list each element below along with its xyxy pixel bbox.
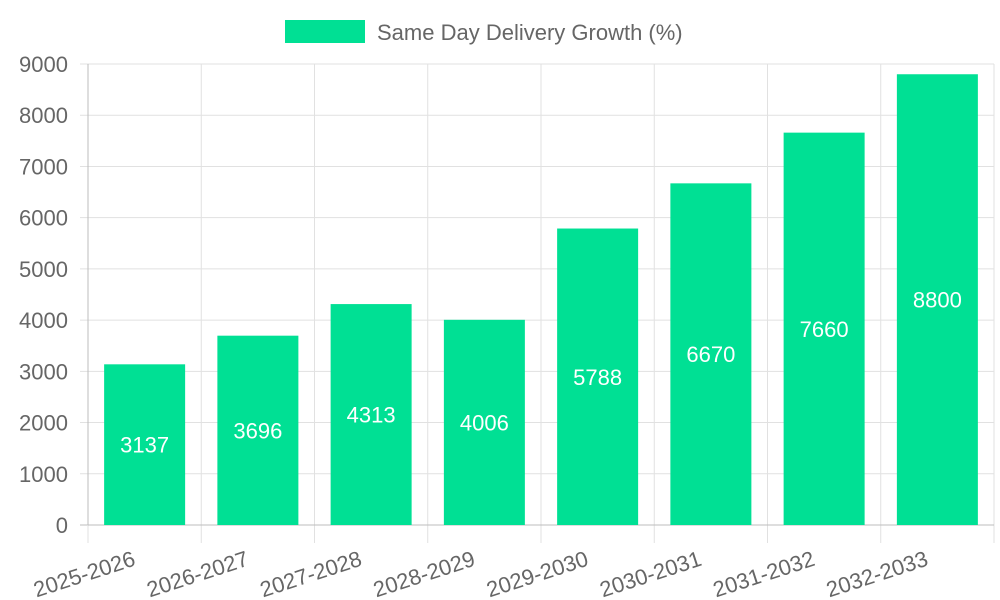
legend[interactable]: Same Day Delivery Growth (%)	[285, 20, 683, 45]
bar-value-label: 3696	[233, 418, 282, 443]
y-tick-label: 3000	[19, 359, 68, 384]
legend-swatch	[285, 20, 365, 43]
y-tick-label: 1000	[19, 462, 68, 487]
y-tick-label: 8000	[19, 103, 68, 128]
y-tick-label: 6000	[19, 206, 68, 231]
y-tick-label: 7000	[19, 154, 68, 179]
y-tick-label: 2000	[19, 411, 68, 436]
data-labels: 3137 3696 4313 4006 5788 6670 7660 8800	[120, 288, 962, 458]
y-tick-label: 4000	[19, 308, 68, 333]
bar[interactable]	[783, 132, 865, 526]
bar-value-label: 4313	[347, 403, 396, 428]
y-tick-label: 9000	[19, 52, 68, 77]
bar[interactable]	[330, 304, 412, 525]
x-tick-label: 2031-2032	[710, 546, 818, 600]
y-tick-label: 0	[56, 513, 68, 538]
bar[interactable]	[557, 228, 639, 526]
bar-value-label: 3137	[120, 433, 169, 458]
bar[interactable]	[104, 364, 186, 525]
y-tick-label: 5000	[19, 257, 68, 282]
legend-label: Same Day Delivery Growth (%)	[377, 20, 683, 45]
x-tick-label: 2029-2030	[483, 546, 591, 600]
bar-value-label: 5788	[573, 365, 622, 390]
x-tick-label: 2032-2033	[823, 546, 931, 600]
bar-value-label: 8800	[913, 288, 962, 313]
bar[interactable]	[670, 183, 752, 525]
x-tick-label: 2025-2026	[30, 546, 138, 600]
x-tick-label: 2027-2028	[257, 546, 365, 600]
bar[interactable]	[896, 74, 978, 525]
bar-value-label: 7660	[800, 317, 849, 342]
bar[interactable]	[217, 335, 299, 525]
bar-value-label: 6670	[686, 342, 735, 367]
x-tick-label: 2030-2031	[597, 546, 705, 600]
x-tick-label: 2028-2029	[370, 546, 478, 600]
x-tick-label: 2026-2027	[144, 546, 252, 600]
bars	[104, 74, 978, 526]
bar[interactable]	[443, 319, 525, 525]
bar-value-label: 4006	[460, 410, 509, 435]
